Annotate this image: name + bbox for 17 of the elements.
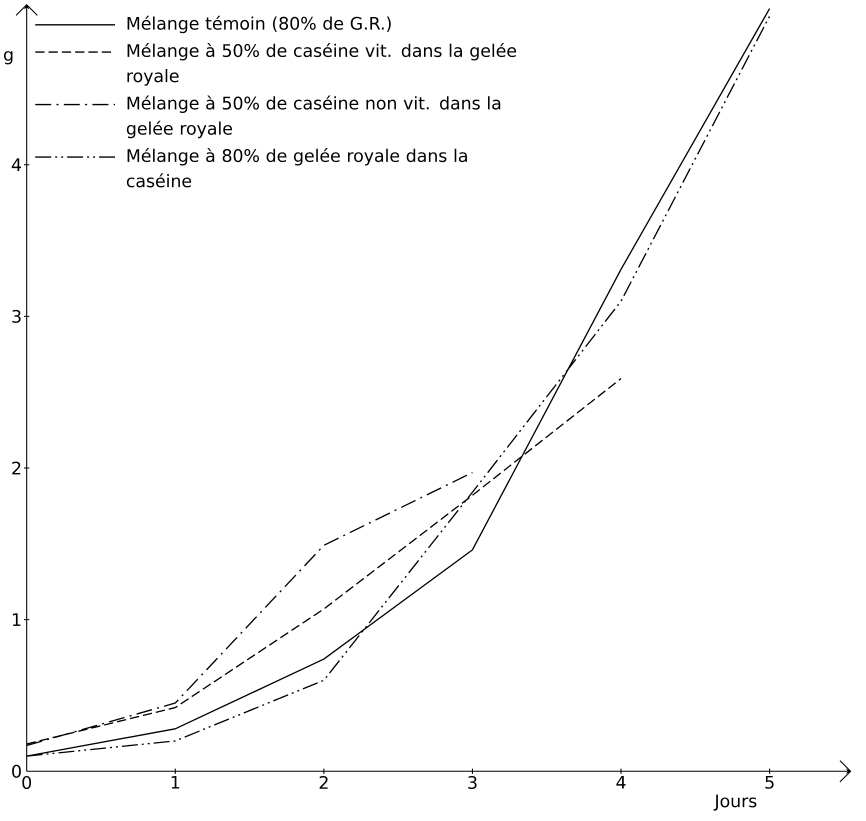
x-tick-label: 1 bbox=[172, 776, 180, 789]
x-tick-label: 2 bbox=[320, 776, 328, 789]
y-tick-label: 2 bbox=[12, 462, 20, 475]
x-tick-label: 4 bbox=[616, 776, 626, 789]
legend-label: Mélange témoin (80% de G.R.) bbox=[128, 16, 391, 34]
legend-label: Mélange à 80% de gelée royale dans la caséine bbox=[126, 148, 467, 188]
y-tick-label: 1 bbox=[12, 614, 20, 626]
y-tick-label: 4 bbox=[12, 158, 22, 172]
x-tick-label: 3 bbox=[468, 776, 477, 790]
y-axis-title: g bbox=[4, 51, 12, 65]
x-axis-title: Jours bbox=[714, 794, 756, 811]
y-tick-label: 3 bbox=[12, 310, 21, 324]
x-tick-label: 5 bbox=[765, 776, 774, 789]
legend-label: Mélange à 50% de caséine vit. dans la gelée royale bbox=[127, 43, 516, 86]
y-tick-label: 0 bbox=[12, 764, 21, 778]
x-tick-label: 0 bbox=[22, 776, 32, 790]
legend-label: Mélange à 50% de caséine non vit. dans la gelée royale bbox=[126, 96, 500, 138]
